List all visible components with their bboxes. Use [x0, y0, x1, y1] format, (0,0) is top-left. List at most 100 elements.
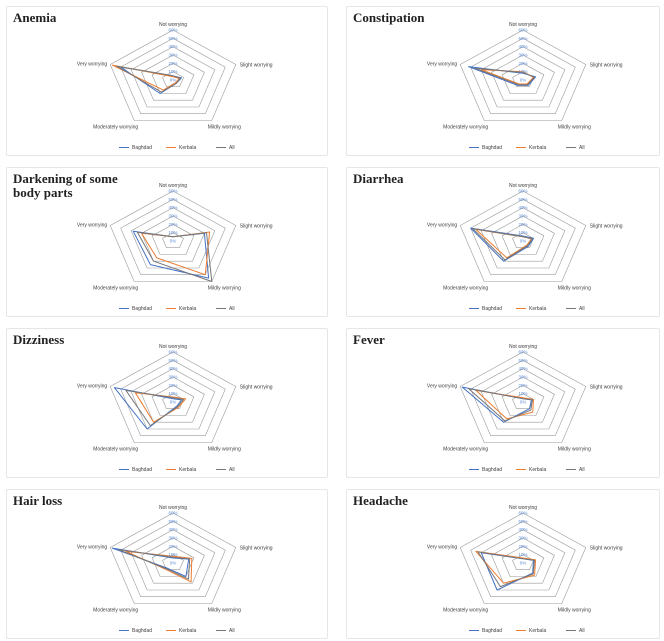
legend-label: Baghdad: [482, 306, 502, 312]
tick-label: 60%: [518, 350, 527, 355]
tick-label: 20%: [518, 61, 527, 66]
axis-label: Not worrying: [509, 22, 537, 28]
axis-label: Slight worrying: [590, 546, 623, 552]
legend-label: Kerbala: [529, 145, 546, 151]
tick-label: 30%: [518, 536, 527, 541]
radar-chart-constipation: 0% 10% 20% 30% 40% 50% 60%Not worrying Slight w…: [427, 22, 623, 151]
tick-label: 10%: [168, 69, 177, 74]
axis-label: Mildly worrying: [208, 608, 241, 614]
grid-ring: [162, 232, 184, 248]
grid-ring: [470, 37, 576, 114]
tick-label: 0%: [520, 561, 527, 566]
tick-label: 40%: [168, 205, 177, 210]
legend-label: All: [579, 306, 585, 312]
tick-label: 60%: [518, 189, 527, 194]
axis-label: Mildly worrying: [208, 286, 241, 292]
grid-ring: [480, 529, 566, 591]
tick-label: 40%: [518, 366, 527, 371]
grid-ring: [459, 29, 587, 121]
legend-label: Baghdad: [132, 145, 152, 151]
axis-label: Very worrying: [77, 62, 108, 68]
radar-chart-diarrhea: 0% 10% 20% 30% 40% 50% 60%Not worrying Slight w…: [427, 183, 623, 312]
legend-label: Baghdad: [482, 467, 502, 473]
grid-ring: [120, 359, 226, 436]
grid-ring: [141, 376, 205, 423]
grid-ring: [141, 54, 205, 101]
tick-label: 40%: [168, 366, 177, 371]
grid-ring: [120, 520, 226, 597]
axis-label: Mildly worrying: [558, 608, 591, 614]
legend-label: All: [229, 628, 235, 634]
axis-label: Mildly worrying: [558, 286, 591, 292]
tick-label: 20%: [168, 544, 177, 549]
series-line-all: [136, 231, 213, 282]
series-line-all: [468, 388, 533, 422]
legend-label: All: [579, 145, 585, 151]
grid-ring: [120, 37, 226, 114]
grid-ring: [120, 198, 226, 275]
legend-label: Kerbala: [179, 145, 196, 151]
tick-label: 10%: [168, 230, 177, 235]
chart-panel-anemia: Anemia 0% 10% 20% 30% 40% 50% 60% Not worrying S…: [6, 6, 328, 156]
axis-label: Very worrying: [427, 223, 458, 229]
axis-label: Slight worrying: [590, 224, 623, 230]
legend-label: Kerbala: [529, 467, 546, 473]
axis-label: Moderately worrying: [443, 447, 488, 453]
radar-chart-darkening: 0% 10% 20% 30% 40% 50% 60%Not worrying Slight w…: [77, 183, 273, 312]
tick-label: 0%: [520, 78, 527, 83]
grid-ring: [109, 512, 237, 604]
axis-label: Not worrying: [159, 22, 187, 28]
chart-title: Fever: [353, 332, 385, 347]
series-line-all: [125, 389, 184, 427]
tick-label: 10%: [168, 552, 177, 557]
legend-label: Kerbala: [529, 628, 546, 634]
axis-label: Very worrying: [77, 223, 108, 229]
tick-label: 30%: [518, 53, 527, 58]
tick-label: 50%: [518, 358, 527, 363]
axis-label: Mildly worrying: [208, 447, 241, 453]
legend-label: Baghdad: [132, 467, 152, 473]
tick-label: 40%: [518, 44, 527, 49]
tick-label: 60%: [168, 511, 177, 516]
grid-ring: [109, 351, 237, 443]
grid-ring: [459, 512, 587, 604]
chart-panel-fever: Fever 0% 10% 20% 30% 40% 50% 60% Not worrying Sl…: [346, 328, 660, 478]
series-line-all: [118, 549, 191, 580]
tick-label: 20%: [168, 61, 177, 66]
tick-label: 60%: [518, 28, 527, 33]
legend-label: All: [229, 306, 235, 312]
tick-label: 40%: [168, 527, 177, 532]
tick-label: 0%: [170, 400, 177, 405]
legend-label: All: [579, 467, 585, 473]
tick-label: 0%: [170, 239, 177, 244]
tick-label: 10%: [518, 391, 527, 396]
tick-label: 10%: [518, 230, 527, 235]
axis-label: Moderately worrying: [443, 608, 488, 614]
tick-label: 30%: [168, 214, 177, 219]
radar-chart-headache: 0% 10% 20% 30% 40% 50% 60%Not worrying Slight w…: [427, 505, 623, 634]
axis-label: Slight worrying: [240, 546, 273, 552]
grid-ring: [491, 54, 555, 101]
grid-ring: [162, 554, 184, 570]
grid-ring: [501, 62, 545, 94]
chart-title: Headache: [353, 493, 408, 508]
chart-panel-diarrhea: Diarrhea 0% 10% 20% 30% 40% 50% 60% Not worryin…: [346, 167, 660, 317]
tick-label: 0%: [170, 561, 177, 566]
grid-ring: [470, 520, 576, 597]
tick-label: 20%: [518, 222, 527, 227]
grid-ring: [480, 207, 566, 269]
grid-ring: [109, 190, 237, 282]
tick-label: 60%: [168, 350, 177, 355]
grid-ring: [459, 351, 587, 443]
radar-chart-dizziness: 0% 10% 20% 30% 40% 50% 60%Not worrying Slight w…: [77, 344, 273, 473]
grid-ring: [512, 393, 534, 409]
tick-label: 40%: [518, 527, 527, 532]
tick-label: 40%: [168, 44, 177, 49]
axis-label: Slight worrying: [240, 63, 273, 69]
tick-label: 20%: [168, 222, 177, 227]
legend-label: Kerbala: [179, 306, 196, 312]
grid-ring: [491, 376, 555, 423]
tick-label: 10%: [518, 552, 527, 557]
tick-label: 50%: [518, 519, 527, 524]
axis-label: Slight worrying: [590, 63, 623, 69]
